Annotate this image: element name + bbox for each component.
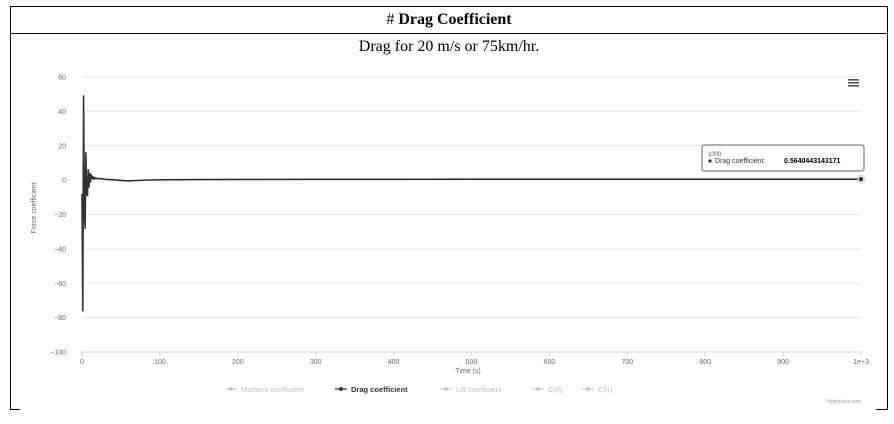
y-tick-label: −100 [50,350,66,357]
chart-tooltip: 1000 Drag coefficient: 0.5640443143171 [701,144,865,172]
y-tick-label: 0 [62,178,66,185]
tooltip-series-label: Drag coefficient: [715,158,766,165]
x-axis-label: Time (s) [455,368,480,375]
x-tick-label: 200 [232,359,244,366]
x-tick-label: 900 [777,359,789,366]
y-tick-label: −40 [54,246,66,253]
x-tick-label: 600 [544,359,556,366]
legend-marker-icon [536,387,540,391]
gridlines [82,76,861,353]
chart-legend: Moment coefficient Drag coefficient Lift c… [225,385,613,394]
tooltip-x-label: 1000 [708,152,722,158]
header-hash: # [386,11,395,28]
y-axis-label: Force coefficient [31,182,38,233]
chart-container: 0 100 200 300 400 500 600 700 800 900 1e+3 60 40 20 0… [20,56,876,410]
legend-marker-icon [444,387,448,391]
y-tick-label: 20 [58,143,66,150]
legend-item[interactable]: Drag coefficient [335,385,408,394]
y-tick-label: 60 [58,75,66,82]
x-axis: 0 100 200 300 400 500 600 700 800 900 1e+3 [80,351,869,366]
y-tick-label: −60 [54,281,66,288]
legend-marker-icon [586,387,590,391]
legend-label: Lift coefficient [456,385,503,394]
x-tick-label: 400 [388,359,400,366]
legend-label: Cl(f) [548,385,563,394]
legend-item[interactable]: Cl(r) [582,385,613,394]
x-tick-label: 500 [466,359,478,366]
chart-credits[interactable]: Highcharts.com [826,399,861,405]
y-axis: 60 40 20 0 −20 −40 −60 −80 −100 [50,75,66,357]
chart-caption: Drag for 20 m/s or 75km/hr. [358,38,540,55]
x-tick-label: 0 [80,359,84,366]
y-tick-label: −20 [54,212,66,219]
drag-coefficient-chart: 0 100 200 300 400 500 600 700 800 900 1e+3 6040200… [31,75,869,406]
x-tick-label: 300 [310,359,322,366]
x-tick-label: 700 [621,359,633,366]
table-header: # Drag Coefficient [11,7,887,34]
legend-item[interactable]: Moment coefficient [225,385,305,394]
tooltip-value: 0.5640443143171 [784,158,841,165]
data-point[interactable] [858,176,865,183]
hamburger-menu-icon[interactable] [846,76,860,88]
series-layer [81,95,866,312]
legend-label: Drag coefficient [351,385,408,394]
x-tick-label: 1e+3 [853,359,869,366]
series-line-drag-coefficient [81,95,861,312]
legend-marker-icon [229,387,233,391]
y-tick-label: −80 [54,315,66,322]
x-tick-label: 800 [699,359,711,366]
y-tick-label: 40 [58,109,66,116]
legend-item[interactable]: Cl(f) [532,385,563,394]
tooltip-box [701,144,865,172]
legend-label: Moment coefficient [241,385,305,394]
legend-marker-icon [339,387,343,391]
legend-item[interactable]: Lift coefficient [440,385,503,394]
legend-label: Cl(r) [598,385,613,394]
x-tick-label: 100 [154,359,166,366]
tooltip-marker-icon [708,159,712,163]
header-title: Drag Coefficient [398,11,512,28]
